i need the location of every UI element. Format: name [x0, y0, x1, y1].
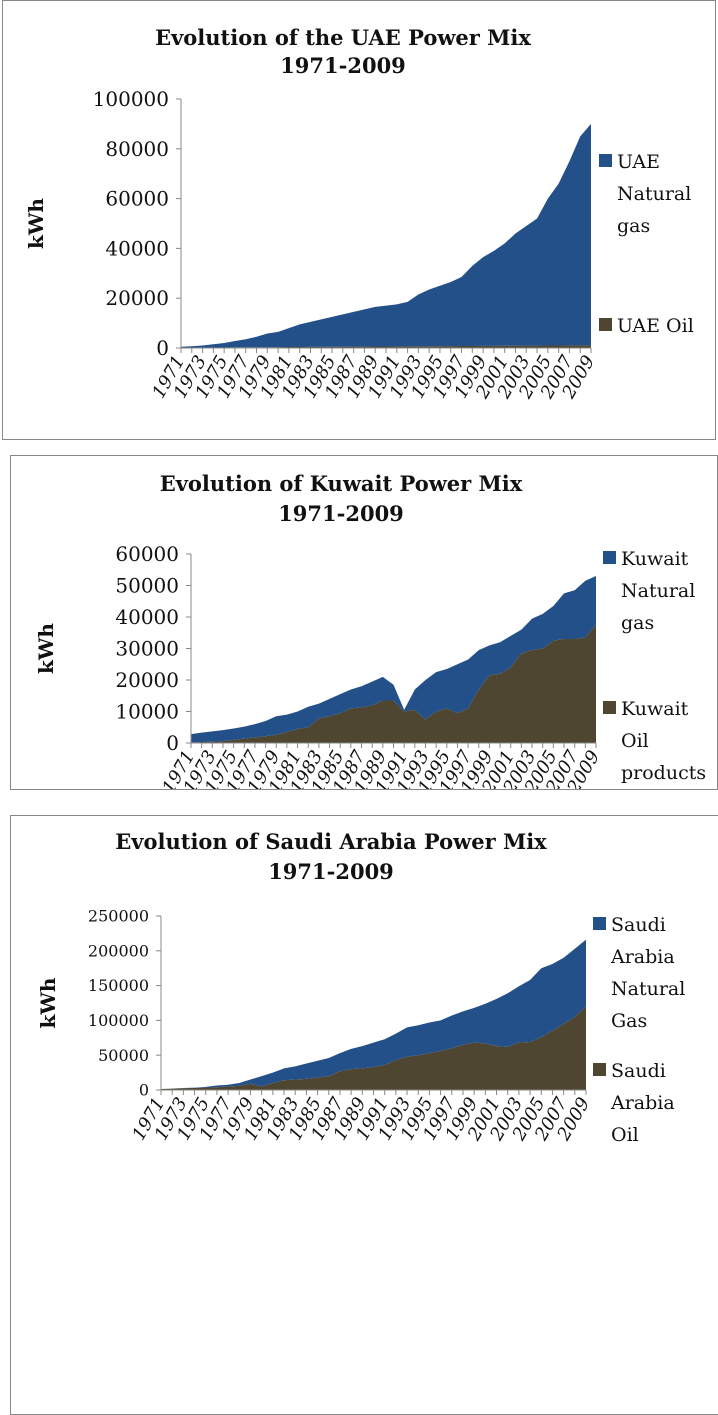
y-tick-label: 10000 — [115, 700, 179, 724]
legend-label: Saudi Arabia Oil — [611, 1060, 675, 1146]
y-tick-label: 60000 — [115, 542, 179, 566]
y-tick-label: 100000 — [93, 87, 169, 111]
area — [161, 1006, 586, 1090]
legend-item: UAE Natural gas — [599, 146, 709, 242]
legend-item: Saudi Arabia Oil — [593, 1055, 703, 1151]
area — [191, 576, 596, 743]
chart: Evolution of the UAE Power Mix 1971-2009 k… — [24, 25, 599, 403]
y-tick-label: 50000 — [115, 574, 179, 598]
y-axis-label: kWh — [24, 198, 48, 249]
legend-swatch — [599, 154, 612, 167]
y-tick-label: 80000 — [105, 137, 169, 161]
y-tick-label: 20000 — [105, 286, 169, 310]
chart-title: 1971-2009 — [278, 501, 404, 526]
legend-label: UAE Oil — [617, 315, 694, 337]
chart-title: 1971-2009 — [268, 859, 394, 884]
legend-item: Saudi Arabia Natural Gas — [593, 909, 703, 1037]
legend-label: Saudi Arabia Natural Gas — [611, 914, 686, 1032]
legend-swatch — [603, 701, 616, 714]
chart-panel: Evolution of Kuwait Power Mix 1971-2009 kW… — [10, 455, 718, 790]
y-tick-label: 40000 — [105, 236, 169, 260]
y-tick-label: 200000 — [88, 941, 149, 960]
y-axis-label: kWh — [34, 623, 58, 674]
legend: UAE Natural gas UAE Oil — [599, 146, 709, 342]
chart-title: Evolution of the UAE Power Mix — [155, 25, 531, 50]
chart-title: Evolution of Saudi Arabia Power Mix — [115, 829, 547, 854]
y-tick-label: 60000 — [105, 187, 169, 211]
y-tick-label: 250000 — [88, 907, 149, 926]
y-tick-label: 30000 — [115, 637, 179, 661]
legend-label: Kuwait Oil products — [621, 698, 707, 784]
y-tick-label: 40000 — [115, 605, 179, 629]
area — [181, 345, 591, 348]
legend-item: Kuwait Natural gas — [603, 543, 713, 639]
area — [191, 624, 596, 743]
chart-title: Evolution of Kuwait Power Mix — [160, 471, 523, 496]
y-tick-label: 0 — [139, 1081, 149, 1100]
legend: Saudi Arabia Natural Gas Saudi Arabia Oil — [593, 909, 703, 1151]
legend-label: Kuwait Natural gas — [621, 548, 696, 634]
chart: Evolution of Kuwait Power Mix 1971-2009 kW… — [34, 471, 604, 789]
legend: Kuwait Natural gas Kuwait Oil products — [603, 543, 713, 789]
area — [161, 939, 586, 1089]
legend-item: Kuwait Oil products — [603, 693, 713, 789]
legend-label: UAE Natural gas — [617, 151, 692, 237]
legend-swatch — [603, 551, 616, 564]
legend-item: UAE Oil — [599, 310, 709, 342]
legend-swatch — [593, 1063, 606, 1076]
y-tick-label: 150000 — [88, 976, 149, 995]
y-tick-label: 20000 — [115, 668, 179, 692]
y-axis-label: kWh — [36, 977, 60, 1028]
chart-title: 1971-2009 — [280, 53, 406, 78]
chart-panel: Evolution of the UAE Power Mix 1971-2009 k… — [2, 0, 716, 440]
y-tick-label: 0 — [166, 731, 179, 755]
chart-panel: Evolution of Saudi Arabia Power Mix 1971-… — [10, 815, 718, 1415]
y-tick-label: 50000 — [98, 1046, 149, 1065]
legend-swatch — [593, 917, 606, 930]
area — [181, 123, 591, 348]
legend-swatch — [599, 318, 612, 331]
y-tick-label: 0 — [156, 336, 169, 360]
y-tick-label: 100000 — [88, 1011, 149, 1030]
chart: Evolution of Saudi Arabia Power Mix 1971-… — [36, 829, 594, 1145]
